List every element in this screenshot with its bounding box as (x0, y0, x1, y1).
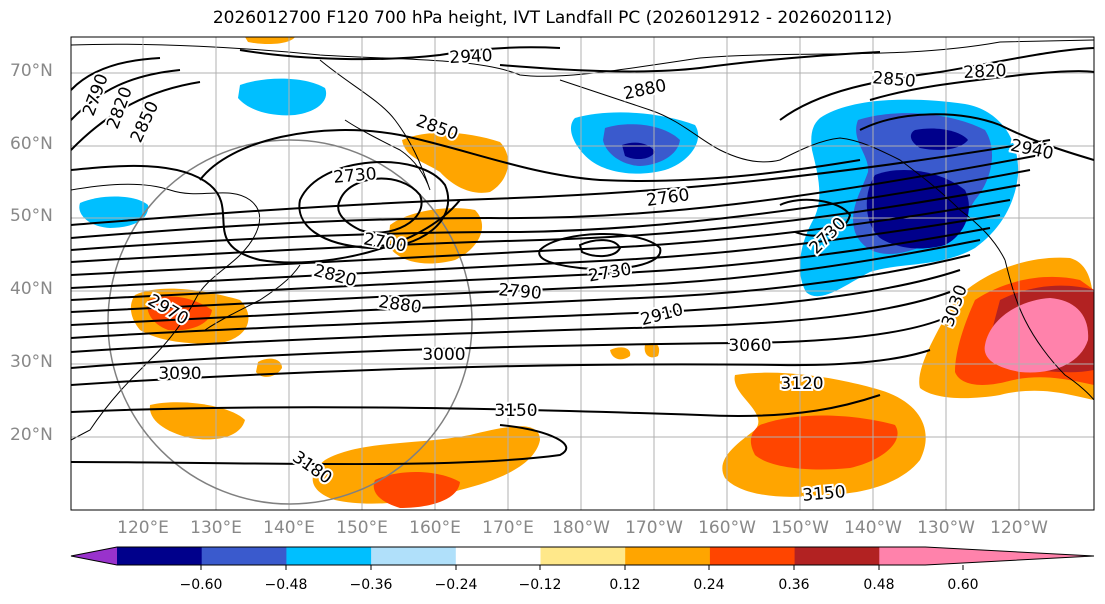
contour-label: 3120 (780, 374, 823, 394)
contour-label: 3000 (422, 345, 465, 365)
lat-label-40n: 40°N (10, 279, 53, 299)
shade-pos-misc-3 (610, 347, 631, 360)
colorbar-tick: 0.48 (863, 577, 895, 593)
shade-neg-siberia (238, 78, 327, 116)
ivt-shading (79, 37, 1094, 508)
colorbar-tick: −0.48 (264, 577, 308, 593)
contour-label: 2940 (449, 46, 493, 68)
contour-label: 3150 (494, 401, 537, 421)
coast-asia (71, 183, 261, 441)
shade-pos-japan-2 (147, 296, 212, 331)
lon-label-130e: 130°E (190, 518, 242, 538)
coast-kamchatka (319, 59, 431, 191)
shade-pos-tropics-c-2 (373, 471, 460, 508)
colorbar-tick: 0.36 (778, 577, 810, 593)
lon-label-120e: 120°E (117, 518, 169, 538)
shade-pos-misc-1 (245, 37, 295, 45)
shade-pos-tropics-c (312, 426, 540, 504)
lon-label-130w: 130°W (917, 518, 975, 538)
colorbar-tick: 0.24 (693, 577, 725, 593)
colorbar-bin (455, 547, 541, 565)
colorbar-bin (371, 547, 457, 565)
colorbar-bin (117, 547, 203, 565)
lat-label-20n: 20°N (10, 425, 53, 445)
colorbar-bin (540, 547, 626, 565)
lon-label-160w: 160°W (698, 518, 756, 538)
shade-neg-ne-pacific-4 (910, 128, 968, 150)
shade-pos-okhotsk (402, 132, 509, 193)
lat-label-70n: 70°N (10, 61, 53, 81)
lon-label-180w: 180°W (552, 518, 610, 538)
colorbar-bin (709, 547, 796, 565)
contour-label: 2730 (333, 164, 378, 188)
lon-label-120w: 120°W (990, 518, 1048, 538)
colorbar-tick: 0.60 (947, 577, 979, 593)
lon-label-140e: 140°E (263, 518, 315, 538)
map-panel (71, 37, 1094, 510)
colorbar-bin (625, 547, 711, 565)
colorbar-bin (286, 547, 372, 565)
lon-label-170w: 170°W (625, 518, 683, 538)
shade-pos-hawaii-2 (750, 415, 898, 470)
colorbar (70, 546, 1095, 570)
lon-label-170e: 170°E (482, 518, 534, 538)
lat-label-50n: 50°N (10, 206, 53, 226)
lon-label-150w: 150°W (771, 518, 829, 538)
contour-label: 3150 (802, 482, 847, 506)
contour-label: 2850 (872, 68, 917, 92)
lat-label-60n: 60°N (10, 134, 53, 154)
lon-label-160e: 160°E (409, 518, 461, 538)
shade-pos-misc-4 (644, 343, 660, 358)
colorbar-outline (70, 546, 1095, 566)
contour-label: 2790 (498, 280, 543, 304)
shade-neg-bering-3 (622, 142, 655, 160)
colorbar-bin (794, 547, 880, 565)
coast-alaska (559, 79, 1006, 261)
colorbar-bin (201, 547, 287, 565)
contour-label: 3090 (158, 364, 201, 384)
height-contours (71, 46, 1094, 466)
region-circle (107, 139, 473, 505)
colorbar-tick: 0.12 (609, 577, 641, 593)
shade-pos-tropics-w (149, 402, 245, 440)
shade-neg-ne-pacific-3 (866, 170, 969, 249)
map-title: 2026012700 F120 700 hPa height, IVT Land… (212, 8, 893, 28)
map-frame (70, 36, 1095, 511)
colorbar-tick: −0.36 (349, 577, 393, 593)
contour-label: 3060 (728, 336, 771, 356)
shade-pos-misc-2 (256, 358, 282, 377)
lat-label-30n: 30°N (10, 352, 53, 372)
colorbar-extend-high (879, 547, 1094, 565)
lon-label-150e: 150°E (336, 518, 388, 538)
shade-pos-calif-4 (984, 298, 1089, 373)
colorbar-extend-low (71, 547, 117, 565)
lon-label-140w: 140°W (844, 518, 902, 538)
colorbar-tick: −0.24 (434, 577, 478, 593)
contour-label: 2820 (963, 61, 1007, 83)
colorbar-tick: −0.12 (518, 577, 562, 593)
colorbar-tick: −0.60 (179, 577, 223, 593)
